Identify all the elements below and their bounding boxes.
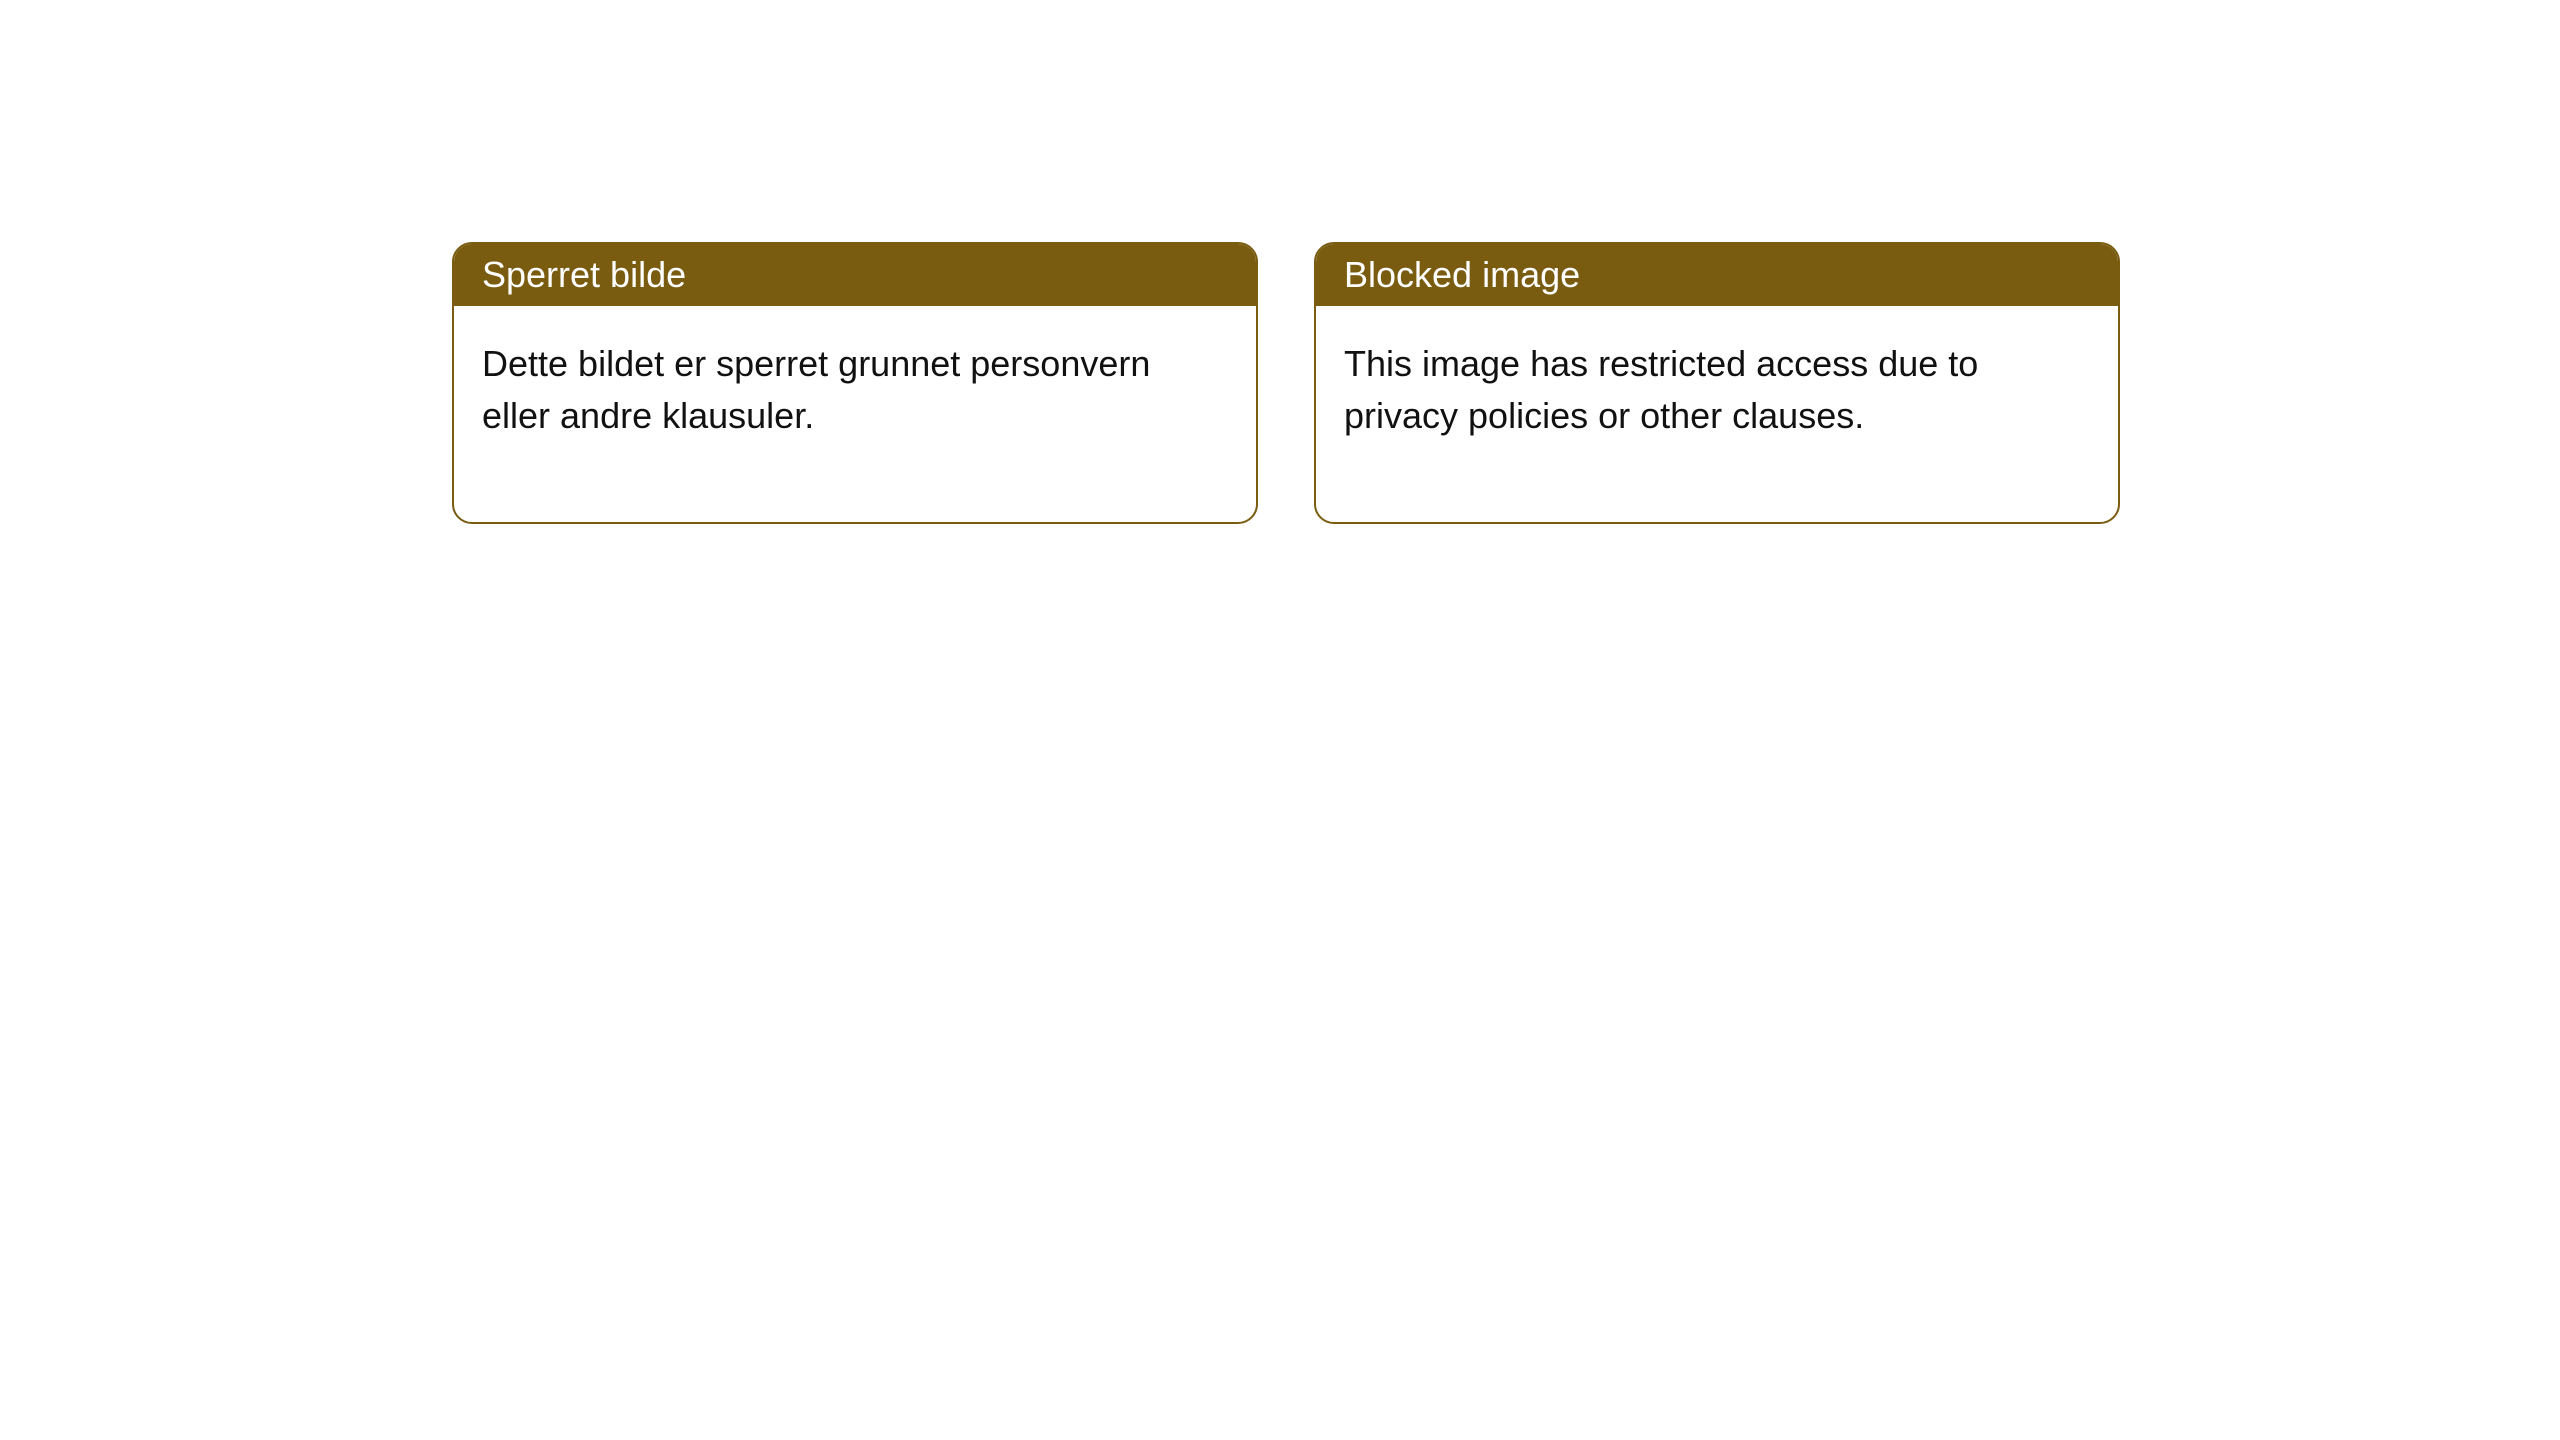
notice-body-text: Dette bildet er sperret grunnet personve… [482,343,1150,436]
notice-card-header: Sperret bilde [454,244,1256,306]
notice-body-text: This image has restricted access due to … [1344,343,1978,436]
notice-card-header: Blocked image [1316,244,2118,306]
notice-card-body: Dette bildet er sperret grunnet personve… [454,306,1256,522]
notice-container: Sperret bilde Dette bildet er sperret gr… [0,0,2560,524]
notice-title: Blocked image [1344,254,1580,295]
notice-card-en: Blocked image This image has restricted … [1314,242,2120,524]
notice-card-no: Sperret bilde Dette bildet er sperret gr… [452,242,1258,524]
notice-title: Sperret bilde [482,254,686,295]
notice-card-body: This image has restricted access due to … [1316,306,2118,522]
